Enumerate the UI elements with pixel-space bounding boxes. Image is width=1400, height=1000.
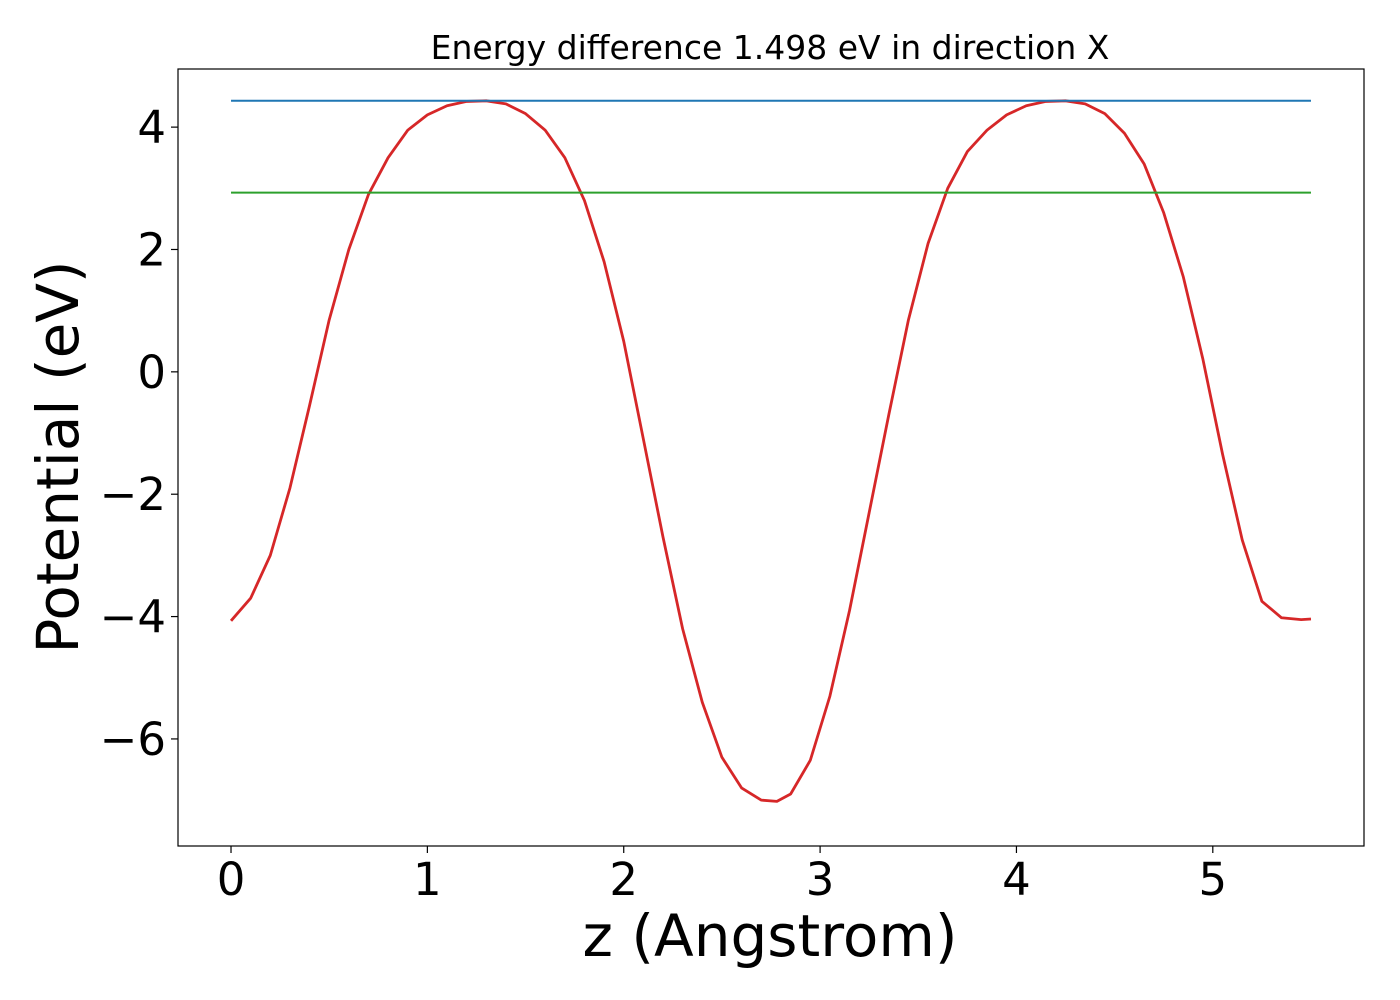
y-tick-label: −6 bbox=[100, 713, 166, 766]
plot-frame bbox=[177, 68, 1365, 847]
y-tick-label: −4 bbox=[100, 591, 166, 644]
y-tick-label: 4 bbox=[137, 101, 166, 154]
y-axis: 4 2 0 −2 −4 −6 bbox=[100, 101, 178, 766]
y-axis-label: Potential (eV) bbox=[24, 260, 92, 653]
y-tick-label: −2 bbox=[100, 468, 166, 521]
y-tick-label: 2 bbox=[137, 223, 166, 276]
x-tick-label: 3 bbox=[806, 853, 835, 906]
x-axis: 0 1 2 3 4 5 bbox=[217, 846, 1227, 906]
series-layer bbox=[229, 99, 1312, 803]
chart-title: Energy difference 1.498 eV in direction … bbox=[431, 28, 1110, 67]
x-tick-label: 5 bbox=[1198, 853, 1227, 906]
x-tick-label: 2 bbox=[609, 853, 638, 906]
x-tick-label: 0 bbox=[217, 853, 246, 906]
x-axis-label: z (Angstrom) bbox=[583, 902, 958, 970]
y-tick-label: 0 bbox=[137, 346, 166, 399]
x-tick-label: 4 bbox=[1002, 853, 1031, 906]
potential-curve bbox=[229, 99, 1312, 803]
x-tick-label: 1 bbox=[413, 853, 442, 906]
